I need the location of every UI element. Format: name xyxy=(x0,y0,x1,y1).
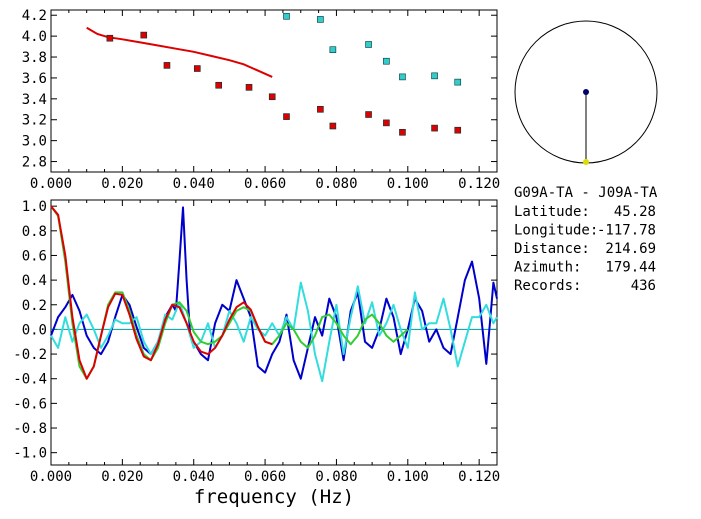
correlation-y-ticks: 1.0 0.8 0.6 0.4 0.2 0.0 -0.2 -0.4 -0.6 -0.8 -1.0 xyxy=(13,199,497,462)
info-label: Records: xyxy=(514,278,581,294)
info-label: Longitude: xyxy=(514,223,598,239)
dispersion-point xyxy=(317,105,324,113)
correlation-curve xyxy=(50,206,498,380)
y-tick-label: -0.6 xyxy=(13,396,47,412)
correlation-curve xyxy=(50,281,498,383)
x-tick-label: 0.120 xyxy=(458,469,500,485)
dispersion-point xyxy=(283,12,290,20)
y-tick-label: 2.8 xyxy=(22,155,47,171)
x-tick-label: 0.100 xyxy=(387,176,429,192)
x-tick-label: 0.060 xyxy=(244,176,286,192)
x-tick-label: 0.000 xyxy=(30,176,72,192)
event-marker xyxy=(583,159,589,165)
y-tick-label: 4.2 xyxy=(22,8,47,24)
y-tick-label: -0.8 xyxy=(13,421,47,437)
station-info: G09A-TA - J09A-TA Latitude: 45.28 Longitud… xyxy=(514,185,658,294)
dispersion-point xyxy=(431,72,438,80)
y-tick-label: 0.4 xyxy=(22,273,47,289)
x-tick-label: 0.060 xyxy=(244,469,286,485)
info-label: Distance: xyxy=(514,241,590,257)
info-rows: Latitude: 45.28 Longitude:-117.78 Distance:… xyxy=(514,204,656,294)
pair-title: G09A-TA - J09A-TA xyxy=(514,185,658,201)
y-tick-label: 3.0 xyxy=(22,134,47,150)
y-tick-label: 0.2 xyxy=(22,298,47,314)
station-map xyxy=(514,20,658,165)
dispersion-point xyxy=(365,41,372,48)
x-tick-label: 0.080 xyxy=(315,469,357,485)
x-tick-label: 0.020 xyxy=(101,176,143,192)
dispersion-point xyxy=(399,73,406,81)
dispersion-point xyxy=(431,124,438,132)
x-tick-label: 0.040 xyxy=(173,176,215,192)
x-tick-label: 0.100 xyxy=(387,469,429,485)
dispersion-point xyxy=(329,46,337,54)
dispersion-panel: 0.000 0.020 0.040 0.060 0.080 0.100 0.120 2.8 3… xyxy=(22,8,501,192)
correlation-x-ticks: 0.000 0.020 0.040 0.060 0.080 0.100 0.120 xyxy=(30,200,500,485)
y-tick-label: 3.4 xyxy=(22,92,47,108)
correlation-plot-frame xyxy=(50,199,498,466)
info-value: -117.78 xyxy=(597,223,656,239)
correlation-panel: 0.000 0.020 0.040 0.060 0.080 0.100 0.120 1.00… xyxy=(13,199,500,508)
y-tick-label: 1.0 xyxy=(22,199,47,215)
dispersion-point xyxy=(106,34,114,42)
dispersion-point xyxy=(399,128,406,136)
dispersion-point xyxy=(365,111,372,118)
dispersion-series xyxy=(86,12,462,136)
dispersion-point xyxy=(193,65,201,72)
info-value: 436 xyxy=(631,278,656,294)
x-tick-label: 0.040 xyxy=(173,469,215,485)
dispersion-point xyxy=(383,119,390,127)
dispersion-point xyxy=(329,122,337,130)
info-value: 45.28 xyxy=(614,204,656,220)
correlation-curve xyxy=(50,205,409,380)
dispersion-point xyxy=(317,16,324,23)
dispersion-point xyxy=(283,113,290,120)
y-tick-label: 0.8 xyxy=(22,224,47,240)
y-tick-label: -0.2 xyxy=(13,347,47,363)
x-axis-title: frequency (Hz) xyxy=(194,486,354,508)
y-tick-label: -0.4 xyxy=(13,372,47,388)
x-tick-label: 0.120 xyxy=(458,176,500,192)
y-tick-label: 3.2 xyxy=(22,113,47,129)
correlation-series xyxy=(50,205,498,383)
dispersion-point xyxy=(454,126,462,134)
info-label: Azimuth: xyxy=(514,260,581,276)
station-dot xyxy=(583,89,589,95)
dispersion-point xyxy=(383,57,390,65)
dispersion-point xyxy=(140,31,148,39)
y-tick-label: 3.6 xyxy=(22,71,47,87)
y-tick-label: 3.8 xyxy=(22,50,47,66)
dispersion-point xyxy=(215,81,222,89)
y-tick-label: -1.0 xyxy=(13,446,47,462)
correlation-curve xyxy=(50,205,273,380)
dispersion-point xyxy=(163,62,171,69)
x-tick-label: 0.080 xyxy=(315,176,357,192)
dispersion-point xyxy=(245,84,253,91)
dispersion-y-ticks: 2.8 3.0 3.2 3.4 3.6 3.8 4.0 4.2 xyxy=(22,8,497,171)
y-tick-label: 0.0 xyxy=(22,322,47,338)
x-tick-label: 0.000 xyxy=(30,469,72,485)
info-label: Latitude: xyxy=(514,204,590,220)
dispersion-curve xyxy=(86,26,273,78)
info-value: 214.69 xyxy=(605,241,656,257)
dispersion-x-ticks: 0.000 0.020 0.040 0.060 0.080 0.100 0.120 xyxy=(30,10,500,192)
info-value: 179.44 xyxy=(605,260,656,276)
dispersion-point xyxy=(454,78,462,86)
y-tick-label: 0.6 xyxy=(22,248,47,264)
y-tick-label: 4.0 xyxy=(22,29,47,45)
dispersion-plot-frame xyxy=(50,9,498,173)
dispersion-point xyxy=(268,93,276,101)
x-tick-label: 0.020 xyxy=(101,469,143,485)
